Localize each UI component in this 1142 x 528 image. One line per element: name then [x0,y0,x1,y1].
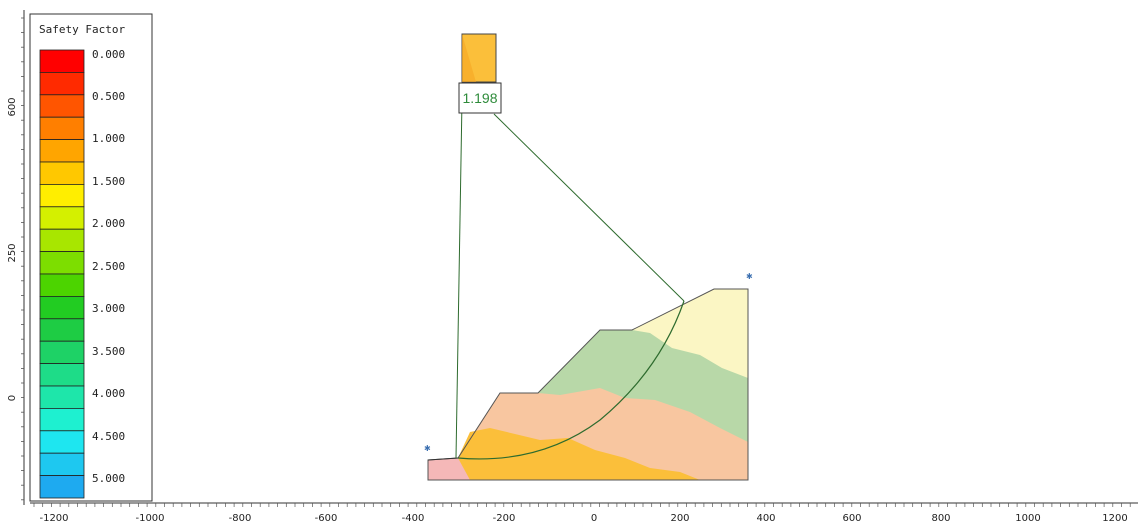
legend-label: 4.500 [92,430,125,443]
x-tick-label: -200 [493,513,516,524]
legend-swatch [39,385,85,409]
x-tick-label: 600 [842,513,861,524]
legend-title: Safety Factor [39,23,125,36]
legend-swatch [39,475,85,499]
y-tick-label: 600 [7,97,18,116]
x-tick-labels: -1200 -1000 -800 -600 -400 -200 0 200 40… [39,513,1127,524]
legend-swatch [39,94,85,118]
safety-factor-box [458,82,502,114]
x-tick-label: 1200 [1102,513,1127,524]
x-tick-label: 0 [591,513,597,524]
x-tick-label: 1000 [1015,513,1040,524]
legend-swatch [39,407,85,432]
legend-label: 0.500 [92,90,125,103]
legend-label: 3.500 [92,345,125,358]
legend-swatch [39,340,85,365]
legend-swatch [39,206,85,230]
x-tick-label: -600 [315,513,338,524]
y-tick-label: 0 [7,395,18,401]
x-tick-label: -1200 [39,513,68,524]
y-tick-label: 250 [7,243,18,262]
legend-swatch [39,139,85,163]
left-boundary-marker-icon: ✱ [424,444,431,453]
legend-swatch [39,430,85,454]
slip-center-shade [462,34,476,82]
slip-radius-line-right [493,113,685,302]
slip-surface-arc [457,300,685,460]
soil-layer-bedrock [428,458,470,480]
legend-swatch [39,295,85,320]
slope-outline [427,288,749,481]
legend-swatch [39,363,85,387]
legend-swatch [39,273,85,297]
legend-swatch [39,183,85,208]
x-tick-label: 800 [931,513,950,524]
legend-swatch [39,228,85,252]
safety-factor-value: 1.198 [462,90,497,106]
legend-swatch [39,116,85,140]
slope-model: ✱ ✱ 1.198 [424,33,753,481]
y-axis: 600 250 0 [7,10,25,505]
legend-label: 5.000 [92,472,125,485]
x-tick-label: -800 [229,513,252,524]
x-axis: -1200 -1000 -800 -600 -400 -200 0 200 40… [30,502,1138,524]
safety-factor-legend: Safety Factor 0.000 0.500 1.000 1.500 2.… [29,13,153,502]
legend-swatch [39,72,85,96]
legend-label: 1.500 [92,175,125,188]
right-boundary-marker-icon: ✱ [746,272,753,281]
x-tick-label: 200 [670,513,689,524]
legend-label: 2.000 [92,217,125,230]
legend-label: 3.000 [92,302,125,315]
legend-label: 4.000 [92,387,125,400]
toe-segment [427,457,459,461]
x-minor-ticks [33,503,1131,507]
legend-swatch [39,452,85,477]
legend-label: 2.500 [92,260,125,273]
x-tick-label: -400 [402,513,425,524]
legend-swatch [39,318,85,342]
legend-labels: 0.000 0.500 1.000 1.500 2.000 2.500 3.00… [92,48,125,485]
y-minor-ticks [21,17,24,501]
legend-label: 0.000 [92,48,125,61]
legend-swatch [39,49,85,73]
x-tick-label: 400 [756,513,775,524]
x-tick-label: -1000 [135,513,164,524]
legend-swatch [39,251,85,275]
legend-swatches [39,49,85,499]
legend-label: 1.000 [92,132,125,145]
legend-swatch [39,161,85,185]
slip-radius-line-left [455,99,463,459]
soil-layer-orange [458,428,700,480]
